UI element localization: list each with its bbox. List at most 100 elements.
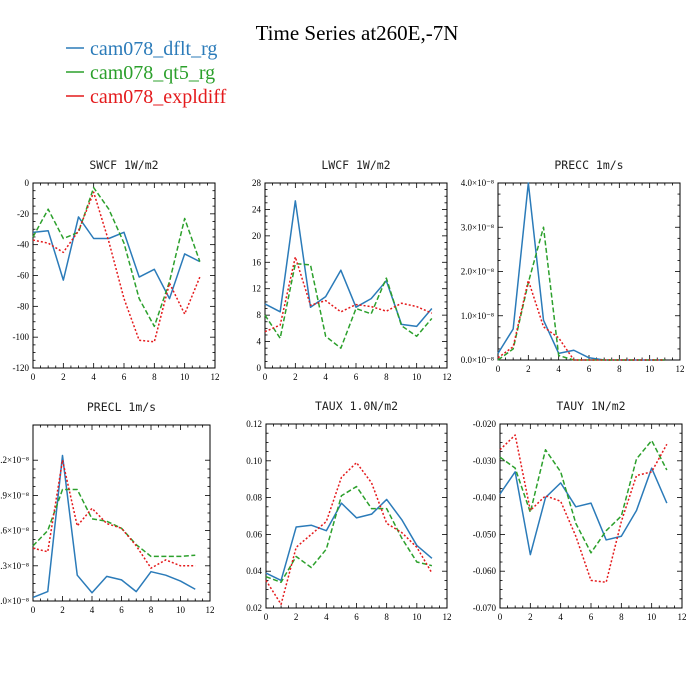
legend-label-2: cam078_qt5_rg [90, 62, 215, 84]
y-tick-label: 0.12 [246, 419, 262, 429]
x-tick-label: 4 [324, 612, 329, 622]
y-tick-label: 1.0×10⁻⁸ [461, 311, 494, 321]
chart-panel-4: PRECL 1m/s 0 2 4 6 8 10 12 0.0×10⁻⁸ 0.3×10⁻⁸ 0.6×1… [0, 400, 215, 615]
x-tick-label: 6 [589, 612, 594, 622]
series-line-cam078_qt5_rg [265, 485, 433, 583]
x-tick-label: 8 [384, 372, 389, 382]
x-tick-label: 6 [354, 612, 359, 622]
x-tick-label: 6 [587, 364, 592, 374]
x-tick-label: 4 [90, 605, 95, 615]
x-tick-label: 12 [678, 612, 687, 622]
y-tick-label: 0.08 [246, 493, 262, 503]
chart-panel-5: TAUX 1.0N/m2 0 2 4 6 8 10 12 0.02 0.04 0.06 0.08 0.1… [246, 399, 451, 622]
figure-title: Time Series at260E,-7N [256, 21, 459, 45]
series-line-cam078_expldiff [32, 191, 201, 343]
series-line-cam078_expldiff [499, 434, 668, 583]
y-tick-label: -0.070 [473, 603, 497, 613]
y-tick-label: 20 [252, 231, 262, 241]
x-tick-label: 4 [558, 612, 563, 622]
x-tick-label: 2 [293, 372, 298, 382]
series-line-cam078_expldiff [32, 459, 196, 569]
series-line-cam078_expldiff [265, 461, 433, 606]
x-tick-label: 0 [31, 605, 36, 615]
y-tick-label: 2.0×10⁻⁸ [461, 267, 494, 277]
x-tick-label: 4 [91, 372, 96, 382]
y-tick-label: 0.10 [246, 456, 262, 466]
x-tick-label: 10 [412, 372, 422, 382]
x-tick-label: 2 [526, 364, 531, 374]
x-tick-label: 10 [176, 605, 186, 615]
x-tick-label: 10 [647, 612, 657, 622]
x-tick-label: 0 [264, 612, 269, 622]
x-tick-label: 8 [617, 364, 622, 374]
x-tick-label: 2 [528, 612, 533, 622]
legend-label-1: cam078_dflt_rg [90, 38, 217, 60]
x-tick-label: 8 [149, 605, 154, 615]
y-tick-label: -0.030 [473, 456, 497, 466]
series-line-cam078_qt5_rg [499, 439, 668, 554]
x-tick-label: 10 [180, 372, 190, 382]
panel-title: TAUX 1.0N/m2 [315, 399, 398, 413]
x-tick-label: 12 [206, 605, 215, 615]
series-line-cam078_dflt_rg [32, 216, 201, 300]
chart-panel-3: PRECC 1m/s 0 2 4 6 8 10 12 0.0×10⁻⁸ 1.0×10⁻⁸ 2.0×1… [461, 158, 685, 374]
y-tick-label: 0.04 [246, 566, 262, 576]
y-tick-label: 0.02 [246, 603, 262, 613]
series-line-cam078_expldiff [497, 279, 665, 361]
y-tick-label: -0.040 [473, 493, 497, 503]
panel-title: PRECL 1m/s [87, 400, 156, 414]
y-tick-label: 28 [252, 178, 262, 188]
legend-label-3: cam078_expldiff [90, 86, 227, 108]
x-tick-label: 10 [645, 364, 655, 374]
y-tick-label: 12 [252, 284, 261, 294]
x-tick-label: 8 [619, 612, 624, 622]
y-tick-label: 4 [257, 337, 262, 347]
y-tick-label: 1.2×10⁻⁸ [0, 455, 29, 465]
y-tick-label: -0.020 [473, 419, 497, 429]
y-tick-label: 8 [257, 310, 262, 320]
x-tick-label: 4 [556, 364, 561, 374]
x-tick-label: 8 [152, 372, 157, 382]
chart-panel-1: SWCF 1W/m2 0 2 4 6 8 10 12 -120 -100 -80 -60 -40 -20 0 [13, 158, 220, 382]
plot-frame [32, 424, 211, 602]
x-tick-label: 12 [676, 364, 685, 374]
chart-panel-6: TAUY 1N/m2 0 2 4 6 8 10 12 -0.070 -0.060 -0.050 -0.… [473, 399, 687, 622]
x-tick-label: 2 [60, 605, 65, 615]
panel-title: LWCF 1W/m2 [321, 158, 390, 172]
plot-frame [32, 182, 216, 369]
x-tick-label: 0 [498, 612, 503, 622]
y-tick-label: -120 [13, 363, 30, 373]
y-tick-label: -60 [17, 271, 29, 281]
series-line-cam078_expldiff [264, 256, 433, 333]
x-tick-label: 12 [443, 372, 452, 382]
y-tick-label: 16 [252, 257, 262, 267]
y-tick-label: 0 [257, 363, 262, 373]
y-tick-label: -20 [17, 209, 29, 219]
y-tick-label: 0 [25, 178, 30, 188]
x-tick-label: 6 [354, 372, 359, 382]
x-tick-label: 12 [211, 372, 220, 382]
y-tick-label: 0.06 [246, 529, 262, 539]
x-tick-label: 8 [384, 612, 389, 622]
x-tick-label: 2 [61, 372, 66, 382]
series-line-cam078_dflt_rg [265, 498, 433, 582]
y-tick-label: -100 [13, 332, 30, 342]
panel-title: SWCF 1W/m2 [89, 158, 158, 172]
y-tick-label: 0.0×10⁻⁸ [461, 355, 494, 365]
series-line-cam078_dflt_rg [264, 200, 433, 328]
series-line-cam078_qt5_rg [264, 262, 433, 349]
x-tick-label: 6 [119, 605, 124, 615]
series-line-cam078_dflt_rg [499, 467, 668, 556]
y-tick-label: -0.060 [473, 566, 497, 576]
chart-panels: SWCF 1W/m20 2 4 6 8 10 12-120-100-80-60-40-200… [0, 158, 687, 622]
y-tick-label: 0.9×10⁻⁸ [0, 490, 29, 500]
plot-frame [265, 423, 448, 609]
legend: cam078_dflt_rgcam078_qt5_rgcam078_expldi… [66, 38, 227, 108]
y-tick-label: -80 [17, 301, 29, 311]
x-tick-label: 0 [31, 372, 36, 382]
y-tick-label: 3.0×10⁻⁸ [461, 222, 494, 232]
y-tick-label: 0.3×10⁻⁸ [0, 561, 29, 571]
series-line-cam078_dflt_rg [497, 182, 665, 361]
x-tick-label: 6 [122, 372, 127, 382]
